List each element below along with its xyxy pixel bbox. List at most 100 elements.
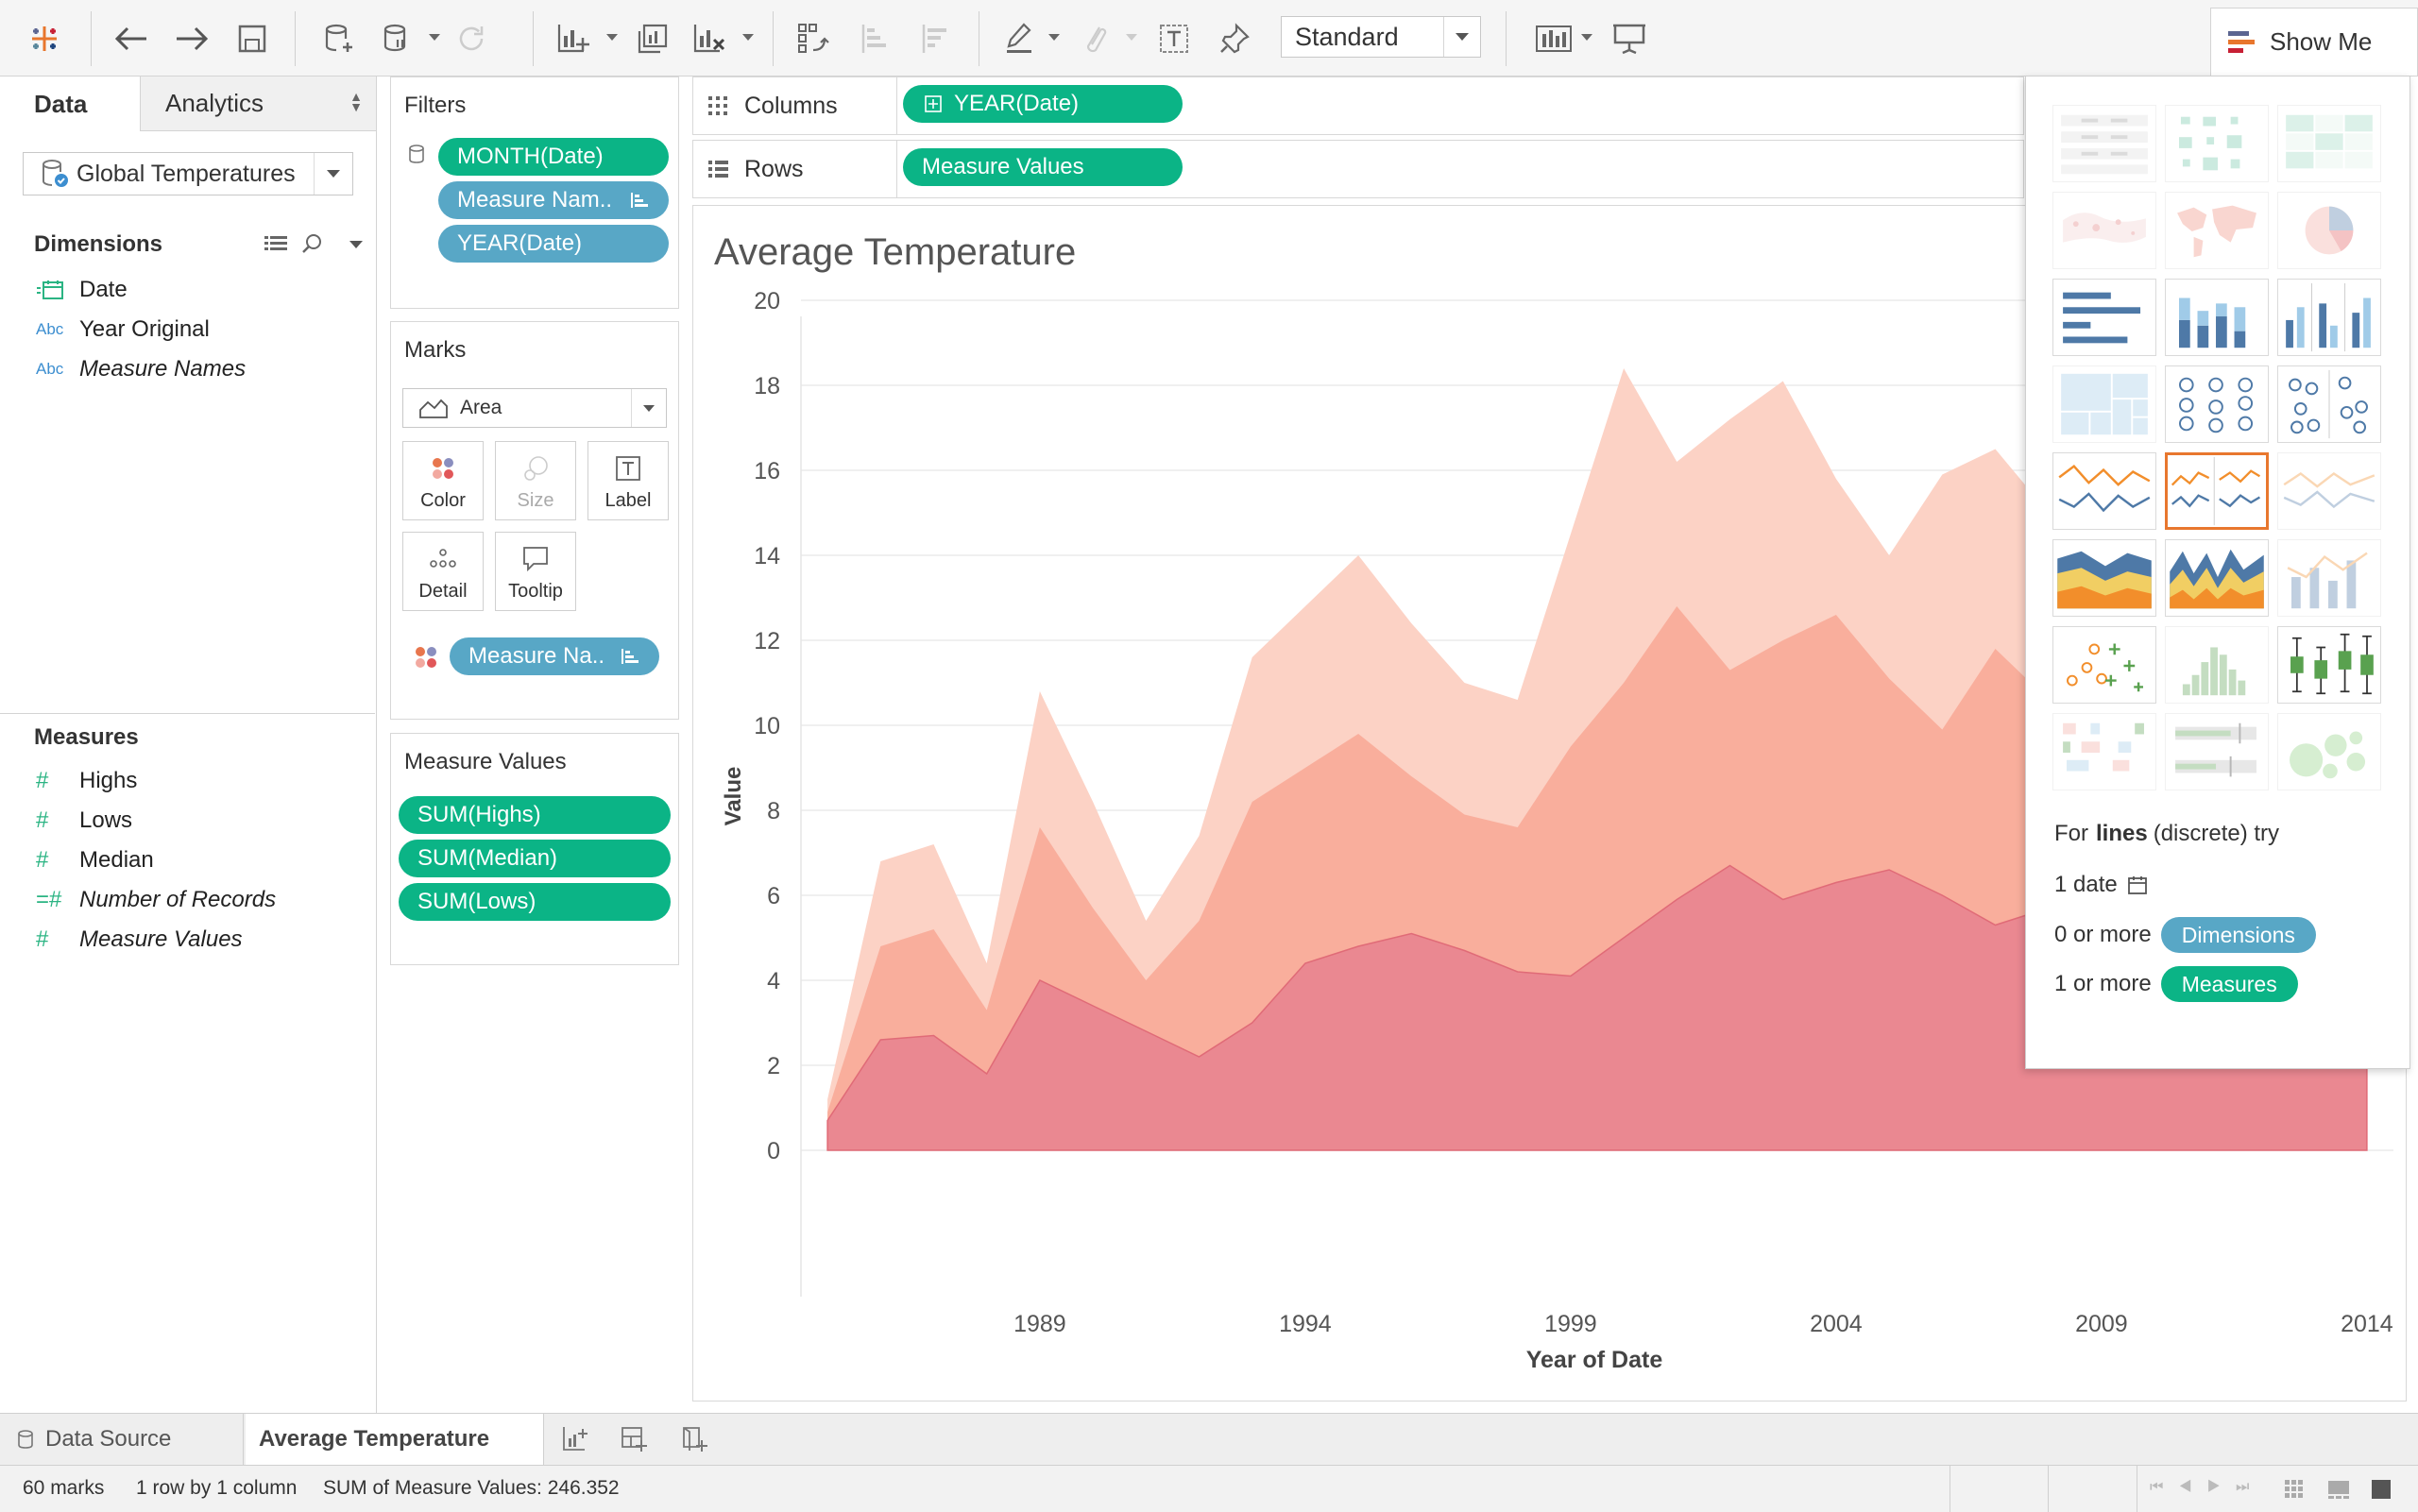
tableau-logo-icon[interactable] [23, 17, 66, 60]
fix-axes-pin-icon[interactable] [1213, 17, 1256, 60]
calendar-icon [2127, 876, 2147, 894]
showme-scatter-plot-icon[interactable] [2052, 626, 2156, 704]
showme-symbol-map-icon[interactable] [2052, 192, 2156, 269]
field-lows[interactable]: # Lows [36, 802, 132, 840]
show-me-tab[interactable]: Show Me [2210, 8, 2418, 76]
showme-discrete-lines-icon[interactable] [2165, 452, 2269, 530]
redo-icon[interactable] [170, 17, 213, 60]
undo-icon[interactable] [110, 17, 153, 60]
search-icon[interactable] [302, 233, 323, 254]
chevron-down-icon[interactable] [606, 34, 618, 41]
sheet-navigation-arrows[interactable]: ⏮◀▶⏭ [2150, 1479, 2265, 1495]
hint-chart-type: lines [2096, 821, 2148, 846]
tab-average-temperature[interactable]: Average Temperature [246, 1414, 544, 1465]
field-label: Highs [79, 768, 138, 793]
datasource-select[interactable]: Global Temperatures [23, 152, 353, 195]
showme-continuous-lines-icon[interactable] [2052, 452, 2156, 530]
field-measure-values[interactable]: # Measure Values [36, 921, 243, 959]
measure-pill-highs[interactable]: SUM(Highs) [399, 796, 671, 834]
y-tick-label: 8 [767, 798, 780, 824]
showme-gantt-icon[interactable] [2052, 713, 2156, 790]
show-mark-labels-icon[interactable] [1152, 17, 1196, 60]
sort-descending-icon[interactable] [914, 17, 958, 60]
showme-dual-lines-icon[interactable] [2277, 452, 2381, 530]
area-series[interactable] [826, 368, 2368, 1151]
chevron-down-icon[interactable] [349, 241, 363, 248]
marks-color-pill[interactable]: Measure Na.. [450, 637, 659, 675]
swap-rows-columns-icon[interactable] [792, 17, 835, 60]
y-tick-label: 18 [754, 373, 780, 399]
tab-data[interactable]: Data [0, 76, 140, 131]
showme-stacked-bar-icon[interactable] [2165, 279, 2269, 356]
new-datasource-icon[interactable] [317, 17, 361, 60]
rows-pill-measure-values[interactable]: Measure Values [903, 148, 1183, 186]
group-members-icon[interactable] [1073, 17, 1116, 60]
filmstrip-view-icon[interactable] [2327, 1479, 2350, 1500]
list-view-icon[interactable] [264, 234, 287, 253]
show-cards-icon[interactable] [1532, 17, 1575, 60]
field-year-original[interactable]: Abc Year Original [36, 311, 210, 348]
field-measure-names[interactable]: Abc Measure Names [36, 350, 246, 388]
chevron-down-icon[interactable] [1126, 34, 1137, 41]
chevron-down-icon[interactable] [429, 34, 440, 41]
duplicate-sheet-icon[interactable] [631, 17, 674, 60]
tab-data-source[interactable]: Data Source [0, 1414, 244, 1465]
new-worksheet-tab-icon[interactable] [561, 1414, 599, 1465]
showme-area-continuous-icon[interactable] [2052, 539, 2156, 617]
showme-circle-views-icon[interactable] [2165, 365, 2269, 443]
filter-pill-year-date[interactable]: YEAR(Date) [438, 225, 669, 263]
showme-highlight-table-icon[interactable] [2277, 105, 2381, 182]
pause-updates-icon[interactable] [374, 17, 417, 60]
save-icon[interactable] [230, 17, 274, 60]
marks-size-button[interactable]: Size [495, 441, 576, 520]
fit-select[interactable]: Standard [1281, 16, 1481, 58]
showme-pie-chart-icon[interactable] [2277, 192, 2381, 269]
showme-filled-map-icon[interactable] [2165, 192, 2269, 269]
marks-label-button[interactable]: Label [587, 441, 669, 520]
showme-hbar-icon[interactable] [2052, 279, 2156, 356]
refresh-icon[interactable] [450, 17, 493, 60]
chevron-down-icon[interactable] [1581, 34, 1592, 41]
field-number-of-records[interactable]: =# Number of Records [36, 881, 276, 919]
columns-pill-year-date[interactable]: YEAR(Date) [903, 85, 1183, 123]
marks-color-button[interactable]: Color [402, 441, 484, 520]
marks-tooltip-button[interactable]: Tooltip [495, 532, 576, 611]
showme-side-by-side-circles-icon[interactable] [2277, 365, 2381, 443]
marks-detail-button[interactable]: Detail [402, 532, 484, 611]
filter-pill-measure-names[interactable]: Measure Nam.. [438, 181, 669, 219]
grid-view-icon[interactable] [2284, 1479, 2305, 1500]
clear-sheet-icon[interactable] [688, 17, 731, 60]
showme-text-table-icon[interactable] [2052, 105, 2156, 182]
new-dashboard-tab-icon[interactable] [620, 1414, 657, 1465]
new-worksheet-icon[interactable] [552, 17, 595, 60]
measure-pill-lows[interactable]: SUM(Lows) [399, 883, 671, 921]
showme-area-discrete-icon[interactable] [2165, 539, 2269, 617]
showme-bullet-graph-icon[interactable] [2165, 713, 2269, 790]
field-highs[interactable]: # Highs [36, 762, 137, 800]
filter-pill-month-date[interactable]: MONTH(Date) [438, 138, 669, 176]
divider [0, 713, 375, 714]
sort-ascending-icon[interactable] [854, 17, 897, 60]
showme-box-whisker-icon[interactable] [2277, 626, 2381, 704]
field-median[interactable]: # Median [36, 841, 154, 879]
showme-histogram-icon[interactable] [2165, 626, 2269, 704]
area-chart[interactable]: Average Temperature 0 2 4 6 8 10 12 14 16 18 20 19… [693, 206, 2406, 1401]
tabs-view-icon[interactable] [2371, 1479, 2392, 1500]
y-tick-label: 4 [767, 968, 780, 994]
tab-analytics[interactable]: Analytics ▲ ▼ [140, 76, 376, 131]
showme-dual-combination-icon[interactable] [2277, 539, 2381, 617]
field-date[interactable]: Date [36, 271, 128, 309]
highlight-icon[interactable] [997, 17, 1041, 60]
mark-type-select[interactable]: Area [402, 388, 667, 428]
showme-packed-bubbles-icon[interactable] [2277, 713, 2381, 790]
showme-treemap-icon[interactable] [2052, 365, 2156, 443]
columns-shelf[interactable]: Columns YEAR(Date) [692, 76, 2024, 135]
chevron-down-icon[interactable] [1048, 34, 1060, 41]
new-story-tab-icon[interactable] [680, 1414, 718, 1465]
measure-pill-median[interactable]: SUM(Median) [399, 840, 671, 877]
presentation-mode-icon[interactable] [1608, 17, 1651, 60]
chevron-down-icon[interactable] [742, 34, 754, 41]
showme-heat-map-icon[interactable] [2165, 105, 2269, 182]
rows-shelf[interactable]: Rows Measure Values [692, 140, 2024, 198]
showme-side-by-side-bar-icon[interactable] [2277, 279, 2381, 356]
